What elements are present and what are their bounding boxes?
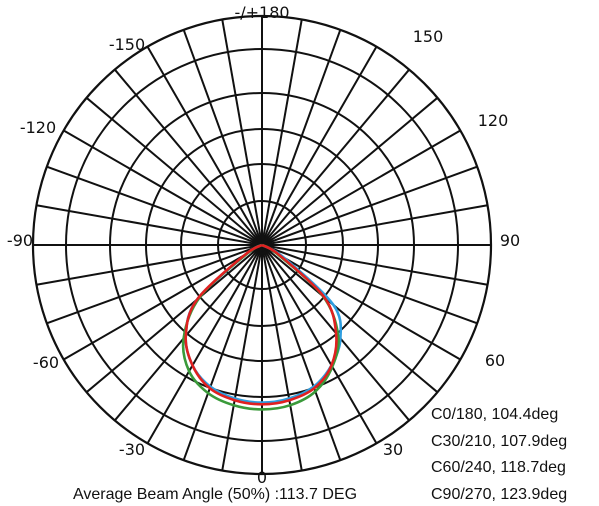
grid-spoke — [63, 129, 263, 246]
angle-label-150: 150 — [413, 27, 444, 46]
angle-label-60: 60 — [485, 351, 505, 370]
series-layer — [181, 243, 343, 411]
angle-label-180: -/+180 — [234, 3, 289, 22]
grid-spoke — [261, 29, 342, 246]
angle-label-neg150: -150 — [109, 35, 145, 54]
grid-spoke — [85, 97, 263, 246]
grid-spoke — [261, 68, 410, 246]
grid-spoke — [182, 244, 263, 461]
grid-spoke — [63, 244, 263, 361]
angle-label-neg120: -120 — [20, 118, 56, 137]
grid-spoke — [261, 204, 488, 246]
grid-spoke — [114, 244, 263, 422]
legend-entry-c90: C90/270, 123.9deg — [431, 486, 567, 503]
angle-label-30: 30 — [383, 440, 403, 459]
angle-label-120: 120 — [478, 111, 509, 130]
grid-spoke — [261, 244, 303, 471]
average-beam-angle-label: Average Beam Angle (50%) :113.7 DEG — [73, 486, 357, 503]
grid-spoke — [261, 244, 378, 444]
grid-spoke — [261, 244, 439, 393]
grid-spoke — [146, 46, 263, 246]
legend-entry-c30: C30/210, 107.9deg — [431, 433, 567, 450]
legend-entry-c0: C0/180, 104.4deg — [431, 406, 558, 423]
grid-spoke — [46, 165, 263, 246]
grid-spoke — [261, 129, 461, 246]
angle-label-0: 0 — [257, 468, 267, 487]
grid-spoke — [114, 68, 263, 246]
angle-label-neg90: -90 — [7, 231, 33, 250]
grid-spoke — [261, 46, 378, 246]
grid-spoke — [221, 244, 263, 471]
angle-label-neg60: -60 — [33, 353, 59, 372]
grid-spoke — [261, 244, 488, 286]
grid-spoke — [261, 165, 478, 246]
series-curve-0 — [184, 243, 343, 404]
grid-spoke — [36, 204, 263, 246]
grid-spoke — [46, 244, 263, 325]
series-curve-2 — [184, 243, 338, 406]
grid-spoke — [261, 97, 439, 246]
angle-label-neg30: -30 — [119, 440, 145, 459]
grid-spoke — [146, 244, 263, 444]
grid-spoke — [36, 244, 263, 286]
grid-spoke — [261, 244, 478, 325]
grid-spoke — [261, 19, 303, 246]
grid-spoke — [261, 244, 461, 361]
legend-entry-c60: C60/240, 118.7deg — [431, 459, 566, 476]
grid-spoke — [261, 244, 342, 461]
grid-spoke — [182, 29, 263, 246]
grid-spoke — [221, 19, 263, 246]
angle-label-90: 90 — [500, 231, 520, 250]
legend: C0/180, 104.4deg C30/210, 107.9deg C60/2… — [431, 406, 567, 503]
grid-spoke — [85, 244, 263, 393]
angle-labels: -/+180 150 120 90 60 30 0 -30 -60 -90 -120 -150 — [7, 3, 520, 487]
